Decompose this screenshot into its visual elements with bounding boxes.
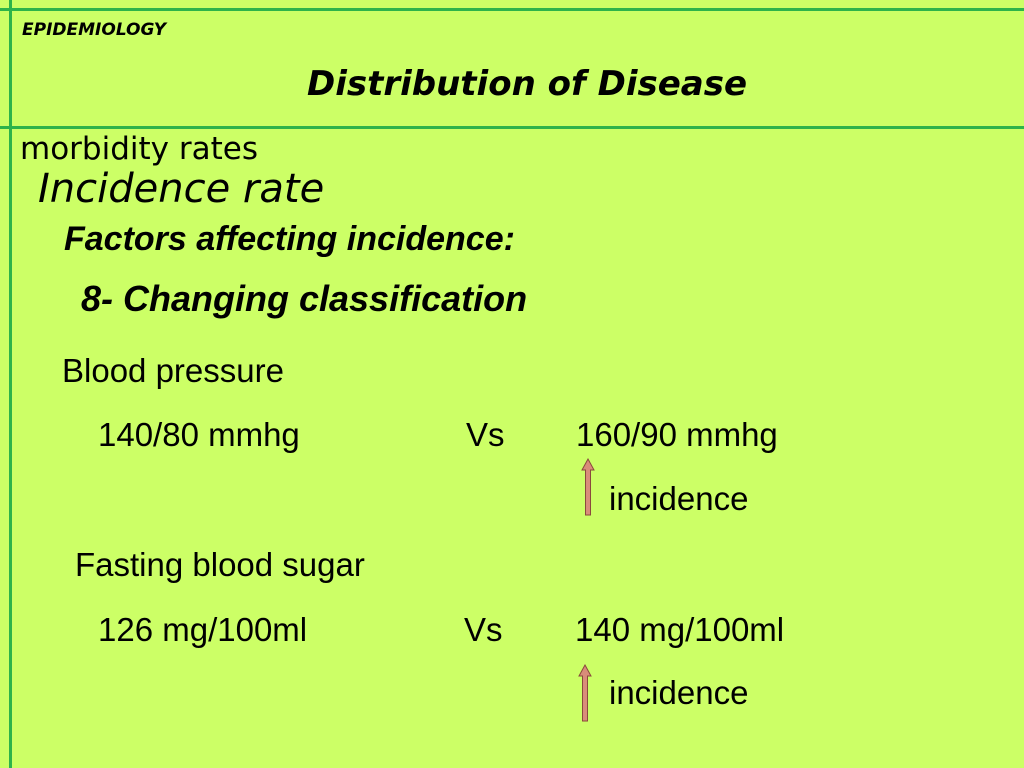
page-title: Distribution of Disease	[306, 64, 748, 104]
morbidity-subheading: morbidity rates	[20, 131, 258, 167]
blood-pressure-old-value: 140/80 mmhg	[98, 416, 300, 453]
left-rule	[9, 0, 12, 768]
top-rule	[0, 8, 1024, 11]
fasting-sugar-vs: Vs	[464, 611, 503, 648]
blood-pressure-vs: Vs	[466, 416, 505, 453]
item-heading: 8- Changing classification	[81, 278, 528, 319]
fasting-sugar-label: Fasting blood sugar	[75, 546, 365, 583]
section-label: EPIDEMIOLOGY	[22, 20, 167, 40]
up-arrow-icon	[578, 664, 592, 722]
factors-heading: Factors affecting incidence:	[64, 220, 515, 258]
blood-pressure-effect: incidence	[609, 480, 749, 517]
blood-pressure-label: Blood pressure	[62, 352, 284, 389]
incidence-rate-heading: Incidence rate	[38, 166, 325, 212]
fasting-sugar-old-value: 126 mg/100ml	[98, 611, 308, 648]
fasting-sugar-new-value: 140 mg/100ml	[575, 611, 785, 648]
blood-pressure-new-value: 160/90 mmhg	[576, 416, 778, 453]
header-divider-rule	[0, 126, 1024, 129]
up-arrow-icon	[581, 458, 595, 516]
fasting-sugar-effect: incidence	[609, 674, 749, 711]
